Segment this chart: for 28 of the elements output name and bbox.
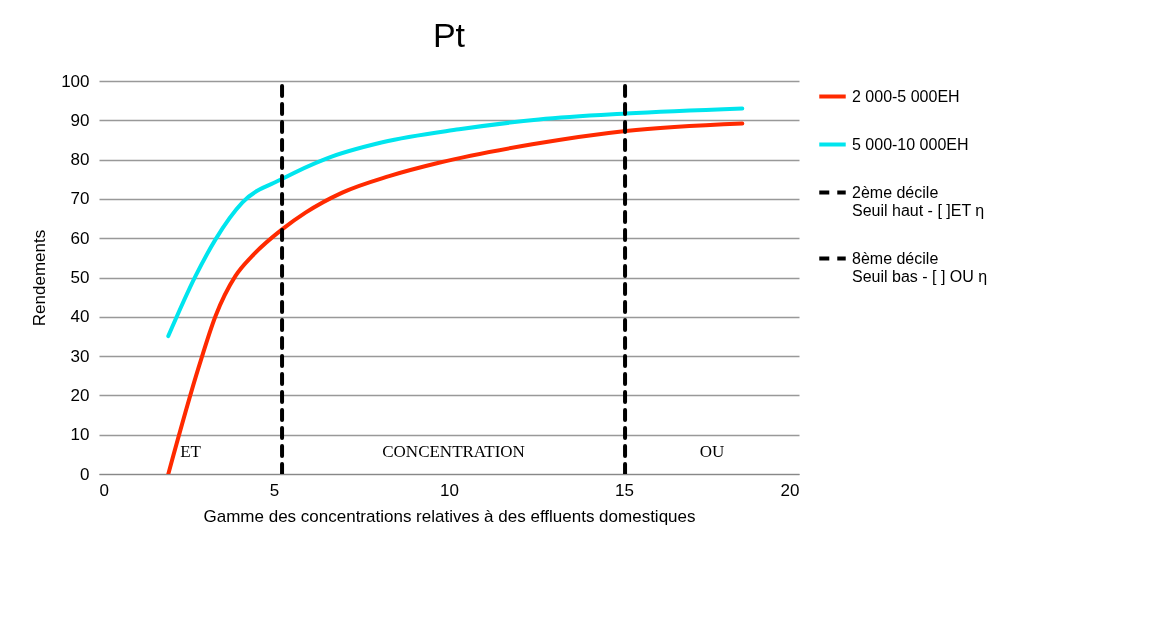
y-axis-title: Rendements xyxy=(30,229,50,327)
line-series xyxy=(166,121,745,474)
y-tick-label: 60 xyxy=(70,228,90,248)
x-axis-title: Gamme des concentrations relatives à des effluents domestiques xyxy=(203,506,696,526)
y-tick-label: 40 xyxy=(70,307,90,327)
line-series xyxy=(166,106,745,339)
y-tick-label: 0 xyxy=(80,464,90,484)
y-tick-label: 80 xyxy=(70,150,90,170)
x-tick-label: 15 xyxy=(615,480,634,500)
legend-label: 2ème décile Seuil haut - [ ]ET η xyxy=(852,183,985,219)
x-tick-label: 5 xyxy=(269,480,280,500)
x-tick-label: 20 xyxy=(780,480,800,500)
legend-label: 5 000-10 000EH xyxy=(852,135,969,153)
annotation: OU xyxy=(699,442,725,461)
legend-label: 2 000-5 000EH xyxy=(852,87,960,105)
legend-label: 8ème décile Seuil bas - [ ] OU η xyxy=(852,249,988,285)
chart-title: Pt xyxy=(432,16,466,54)
annotation: ET xyxy=(180,442,202,461)
y-tick-label: 10 xyxy=(70,425,90,445)
x-tick-label: 0 xyxy=(99,480,109,500)
y-tick-label: 30 xyxy=(70,346,90,366)
y-tick-label: 100 xyxy=(61,71,90,91)
y-tick-label: 20 xyxy=(70,385,90,405)
y-tick-label: 50 xyxy=(70,268,90,287)
x-tick-label: 10 xyxy=(440,480,459,500)
annotation: CONCENTRATION xyxy=(382,442,525,461)
y-tick-label: 70 xyxy=(70,189,90,209)
y-tick-label: 90 xyxy=(70,110,90,130)
